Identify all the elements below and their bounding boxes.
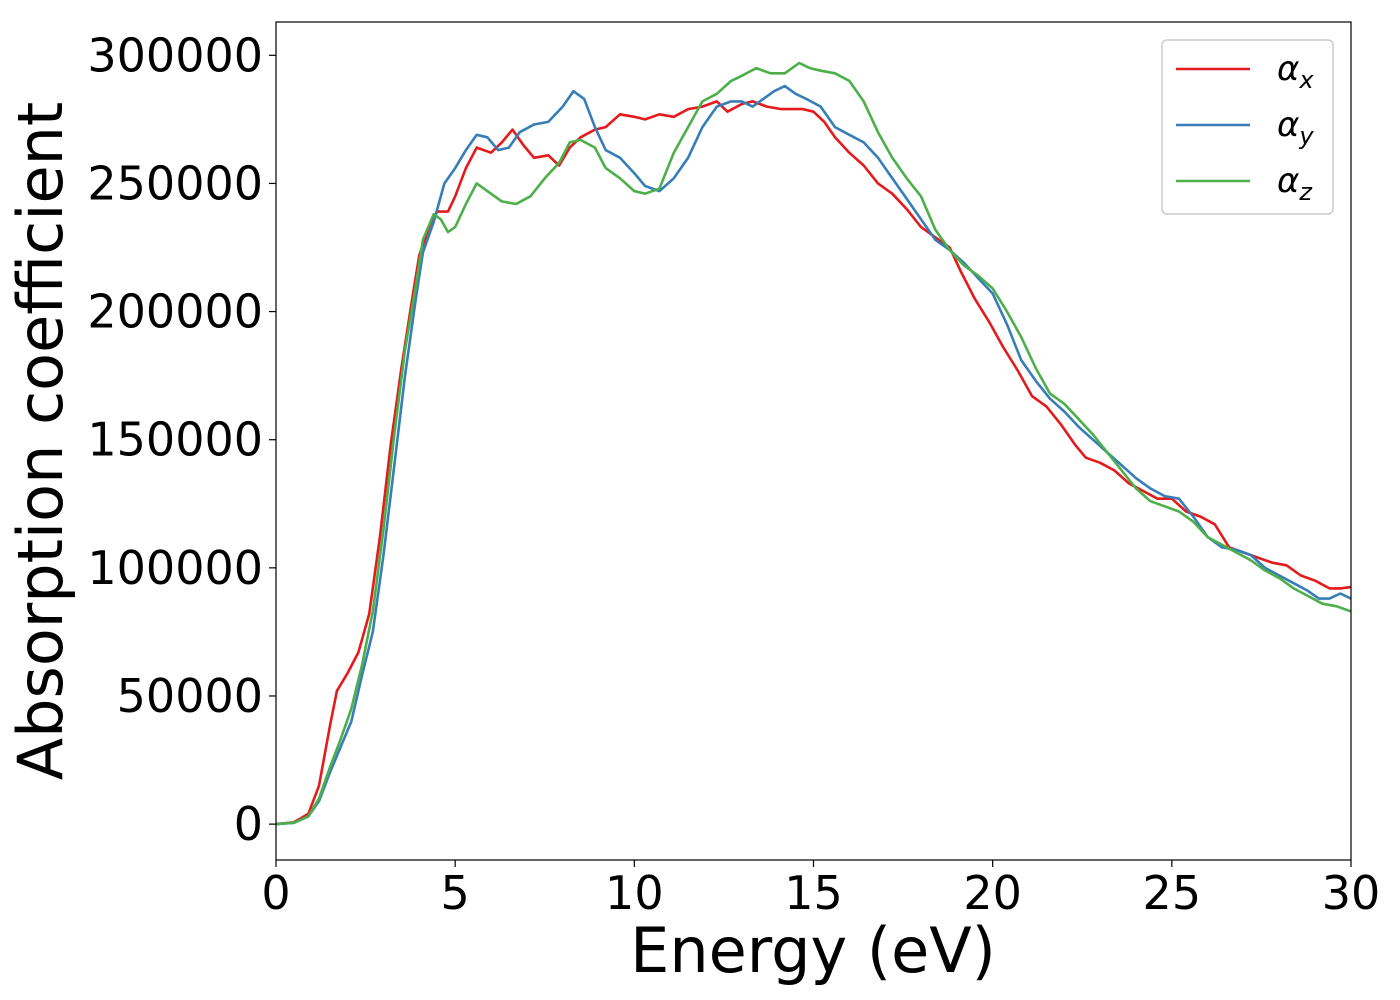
legend: αx αy αz [1161,39,1334,215]
y-tick-label: 100000 [87,541,263,595]
x-tick-label: 5 [441,866,470,920]
y-tick-label: 200000 [87,285,263,339]
x-axis-ticks: 0 5 10 15 20 25 30 [261,860,1380,920]
legend-label-x: αx [1277,49,1314,94]
series-line-y [276,84,1351,826]
legend-label-z: αz [1277,161,1313,206]
series-line-z [276,61,1351,826]
x-tick-label: 0 [261,866,290,920]
x-tick-label: 30 [1322,866,1381,920]
y-tick-label: 50000 [117,669,263,723]
x-axis-title: Energy (eV) [630,914,996,987]
x-tick-label: 25 [1143,866,1202,920]
x-tick-label: 15 [784,866,843,920]
series-layer [276,61,1351,826]
y-tick-label: 250000 [87,156,263,210]
y-tick-label: 300000 [87,28,263,82]
x-tick-label: 10 [605,866,664,920]
y-tick-label: 0 [234,797,263,851]
y-axis-title: Absorption coefficient [4,102,77,781]
legend-label-y: αy [1277,105,1314,150]
y-tick-label: 150000 [87,413,263,467]
legend-box [1161,39,1334,215]
x-tick-label: 20 [963,866,1022,920]
y-axis-ticks: 0 50000 100000 150000 200000 250000 300000 [87,28,276,851]
